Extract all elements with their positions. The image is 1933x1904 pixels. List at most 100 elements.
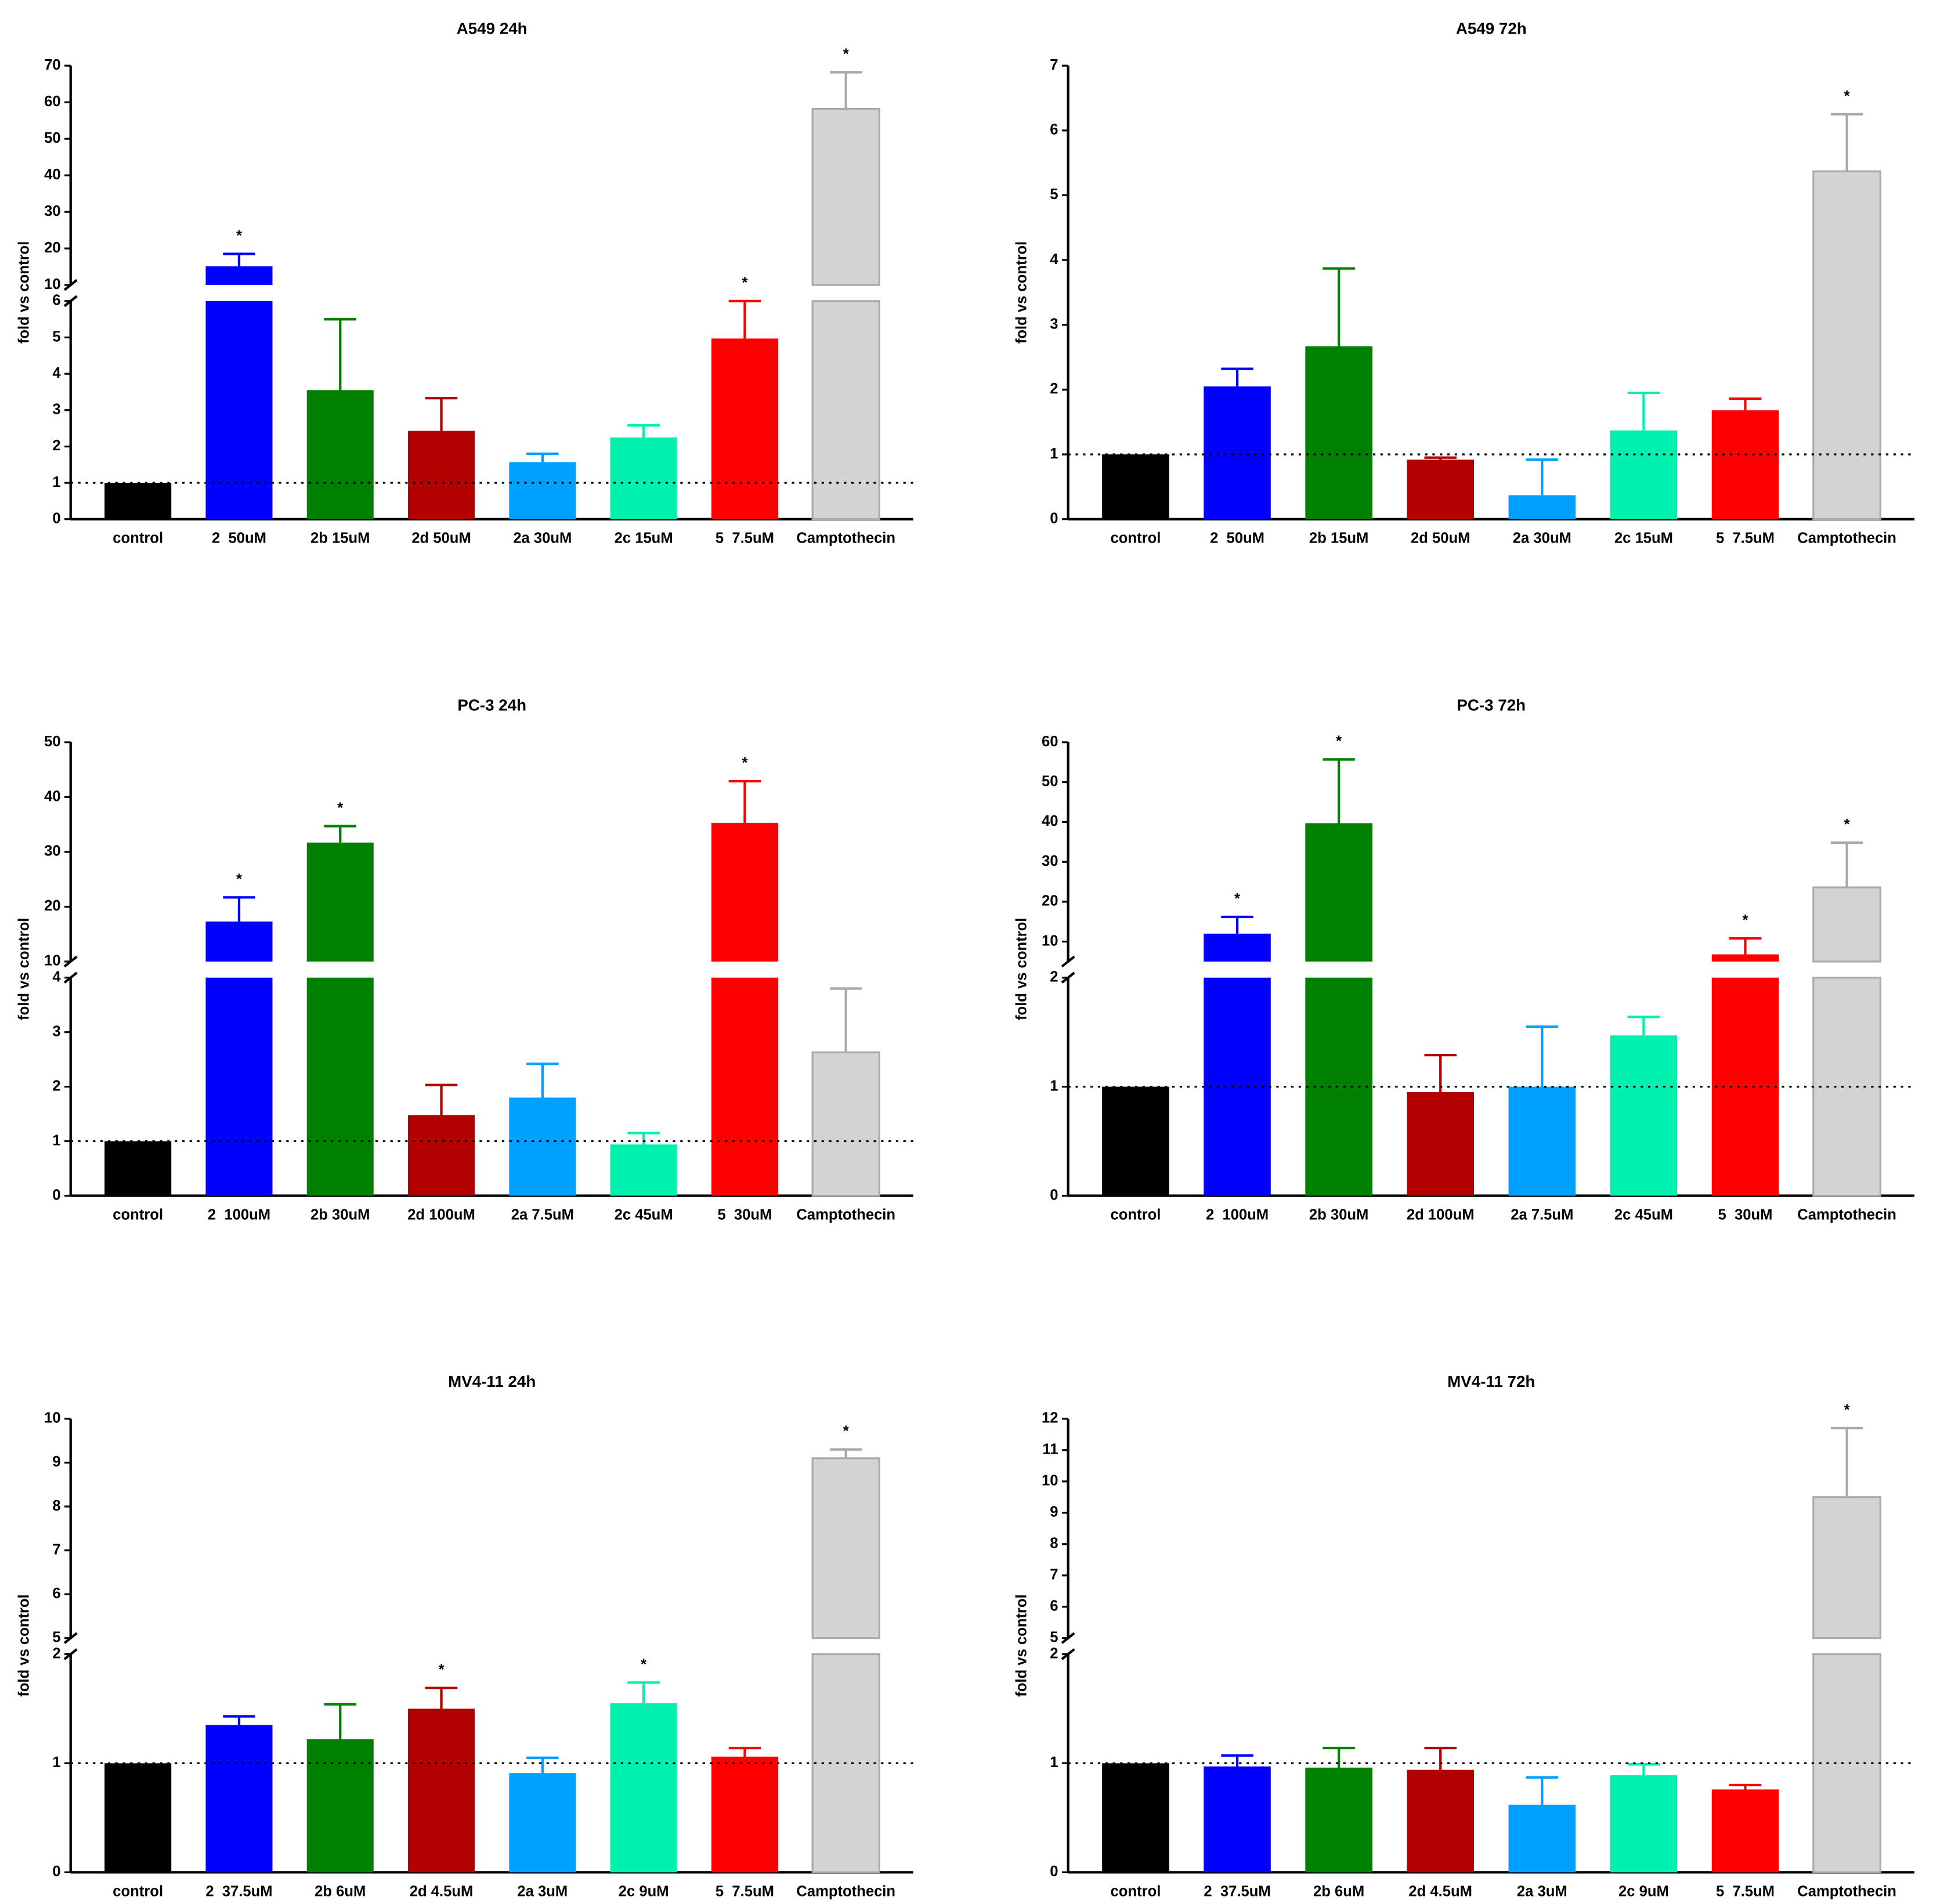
bar [306,390,374,519]
x-tick-label: control [1111,1883,1161,1899]
y-tick-label: 4 [1050,251,1058,268]
x-tick-label: 2d 50uM [411,530,471,547]
bar [610,1144,677,1196]
bar [509,1097,576,1196]
y-tick-label: 2 [1050,969,1058,985]
significance-mark: * [1844,816,1850,833]
x-tick-label: 5 7.5uM [716,530,774,547]
y-tick-label: 9 [52,1454,60,1470]
bar-upper [205,266,273,286]
x-tick-label: Camptothecin [1797,1883,1896,1899]
significance-mark: * [843,46,849,62]
x-tick-label: 2c 15uM [615,530,673,547]
x-tick-label: 2d 4.5uM [1408,1883,1472,1899]
y-tick-label: 1 [1050,1078,1058,1094]
x-tick-label: 2 50uM [212,530,266,547]
bar [205,977,273,1196]
significance-mark: * [236,227,242,244]
significance-mark: * [1844,88,1850,104]
bar [1711,410,1779,519]
bar [104,483,172,519]
y-tick-label: 30 [44,203,61,219]
y-tick-label: 4 [52,365,61,381]
x-tick-label: Camptothecin [1797,1206,1896,1223]
bar-upper [1204,933,1271,962]
x-tick-label: 2c 15uM [1614,530,1673,547]
x-tick-label: 2d 100uM [407,1206,475,1223]
y-tick-label: 7 [52,1541,60,1558]
bar-upper [205,921,273,962]
y-tick-label: 1 [52,474,60,490]
y-tick-label: 0 [1050,1187,1058,1203]
y-tick-label: 1 [52,1754,60,1771]
y-tick-label: 40 [1042,813,1058,829]
y-tick-label: 10 [44,276,61,292]
y-tick-label: 8 [52,1498,60,1514]
significance-mark: * [742,275,747,291]
x-tick-label: control [113,1206,163,1223]
x-tick-label: 5 7.5uM [1716,530,1775,547]
y-tick-label: 1 [1050,1754,1058,1771]
significance-mark: * [236,871,242,887]
y-axis-label: fold vs control [16,918,32,1020]
bar [205,301,273,519]
x-tick-label: 2b 6uM [315,1883,366,1899]
x-tick-label: 2 100uM [208,1206,270,1223]
bar [1102,1763,1169,1873]
chart-title: A549 24h [457,20,527,38]
y-tick-label: 0 [1050,510,1058,526]
bar [104,1141,172,1196]
bar-upper [811,1457,880,1639]
x-tick-label: 2a 7.5uM [1511,1206,1573,1223]
bar [1407,459,1475,519]
x-tick-label: 5 7.5uM [1716,1883,1775,1899]
y-tick-label: 8 [1050,1536,1058,1552]
y-tick-label: 50 [1042,773,1058,789]
bar [711,977,778,1196]
y-tick-label: 20 [1042,893,1058,909]
bar [1305,346,1372,519]
bar [1812,1653,1881,1873]
bar [711,338,778,519]
y-tick-label: 0 [1050,1863,1058,1880]
y-tick-label: 0 [52,1187,60,1203]
significance-mark: * [641,1656,646,1672]
bar [1407,1092,1475,1196]
bar [811,300,880,521]
y-tick-label: 1 [52,1132,60,1148]
y-tick-label: 5 [1050,1630,1058,1646]
y-tick-label: 5 [52,328,60,345]
x-tick-label: control [1111,1206,1161,1223]
y-tick-label: 12 [1042,1410,1058,1426]
bar [509,462,576,519]
bar-upper [1812,1496,1881,1639]
y-tick-label: 40 [44,788,61,804]
chart-title: MV4-11 72h [1447,1372,1535,1390]
y-tick-label: 9 [1050,1504,1058,1520]
bar [1204,977,1271,1196]
bar-upper [1711,954,1779,962]
x-tick-label: 2a 3uM [1517,1883,1567,1899]
bar [1407,1769,1475,1873]
y-tick-label: 6 [1050,122,1058,138]
chart-title: MV4-11 24h [448,1372,536,1390]
x-tick-label: control [113,1883,163,1899]
bar [1102,1086,1169,1196]
x-tick-label: Camptothecin [1797,530,1896,547]
y-tick-label: 5 [1050,186,1058,203]
x-tick-label: 2b 15uM [1309,530,1368,547]
significance-mark: * [1844,1402,1850,1418]
y-tick-label: 6 [52,292,60,309]
bar [1508,1086,1576,1196]
axis-break [1061,955,1075,968]
bar-upper [1305,823,1372,962]
y-tick-label: 2 [52,438,60,454]
x-tick-label: 2c 45uM [1614,1206,1673,1223]
y-tick-label: 1 [1050,446,1058,462]
bar [306,977,374,1196]
significance-mark: * [742,755,747,771]
y-tick-label: 40 [44,167,61,183]
bar [1305,1767,1372,1873]
x-tick-label: 2c 9uM [619,1883,669,1899]
x-tick-label: 2b 15uM [310,530,370,547]
